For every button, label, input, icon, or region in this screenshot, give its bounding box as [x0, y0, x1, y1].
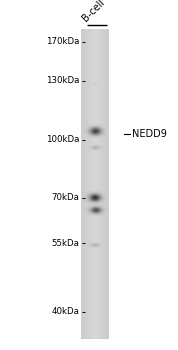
Text: 100kDa: 100kDa [46, 135, 79, 145]
Text: B-cell: B-cell [80, 0, 107, 23]
Text: 70kDa: 70kDa [51, 193, 79, 202]
Text: 40kDa: 40kDa [51, 307, 79, 316]
Text: NEDD9: NEDD9 [132, 129, 167, 139]
Text: 130kDa: 130kDa [46, 76, 79, 85]
Text: 170kDa: 170kDa [46, 37, 79, 47]
Text: 55kDa: 55kDa [51, 239, 79, 248]
